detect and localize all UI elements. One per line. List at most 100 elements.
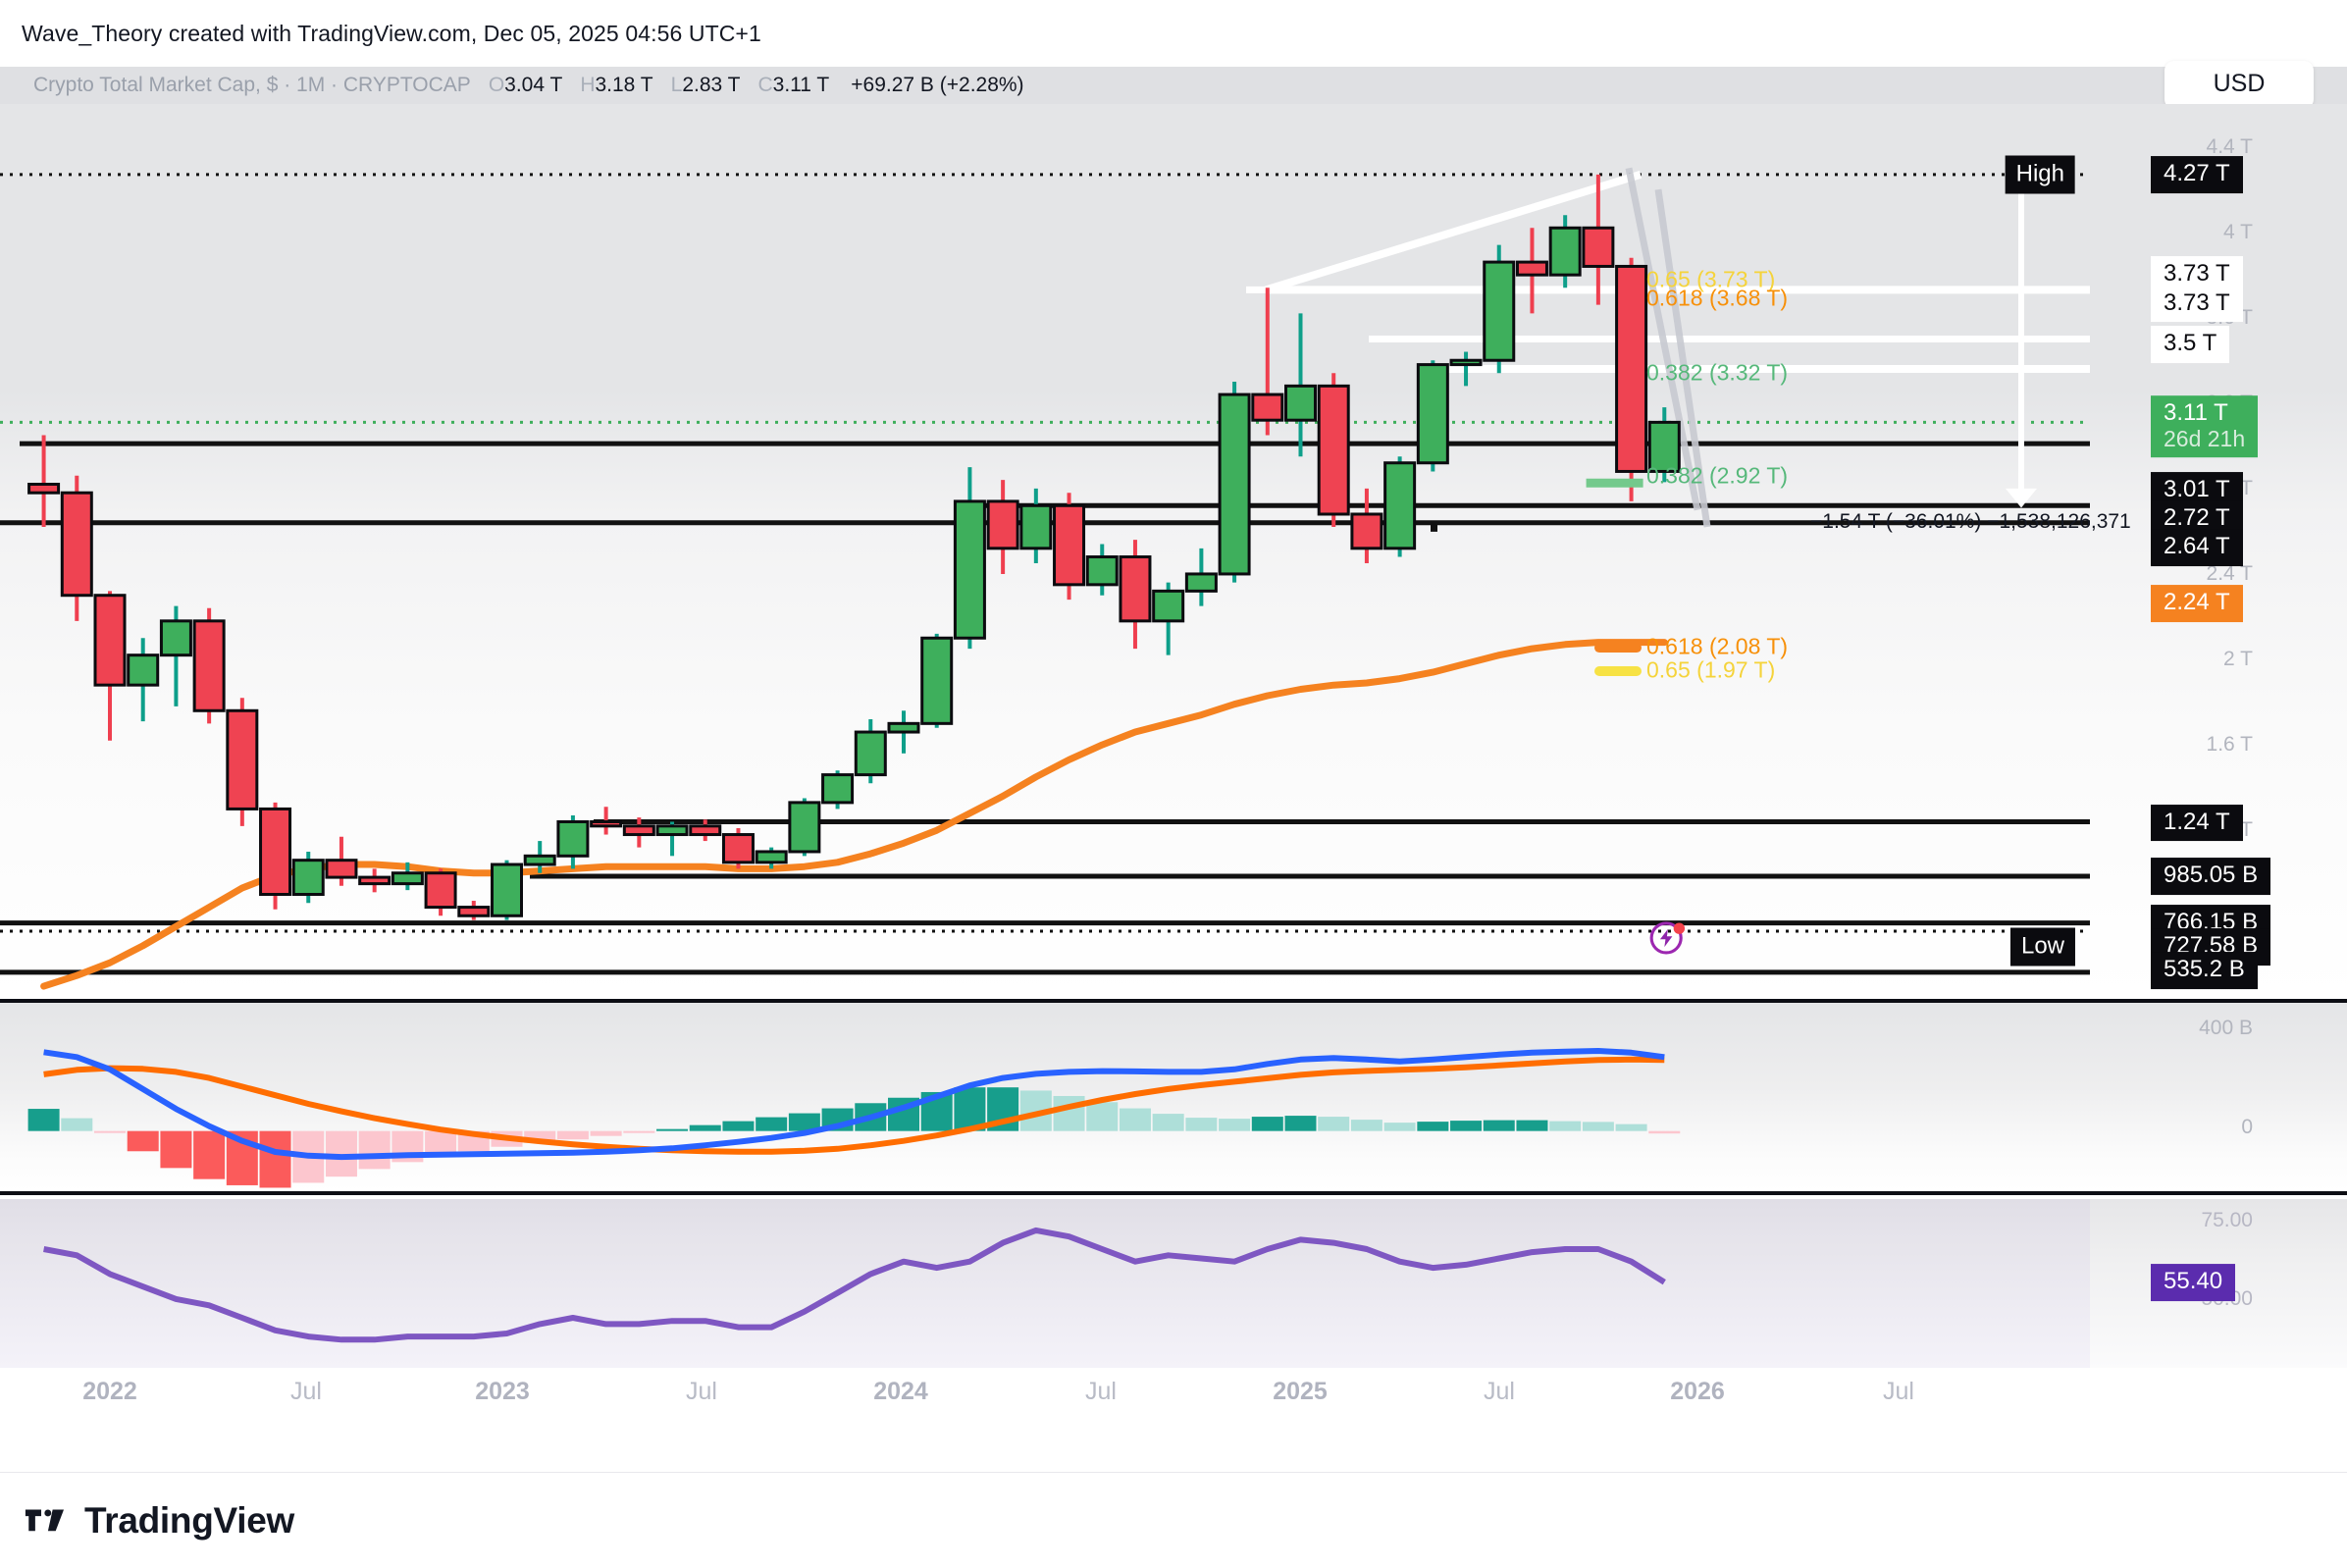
change-value: +69.27 B (+2.28%) <box>851 74 1024 96</box>
level-124[interactable]: 1.24 T <box>2151 804 2243 842</box>
level-264[interactable]: 2.64 T <box>2151 528 2243 566</box>
tradingview-logo-icon <box>25 1509 65 1532</box>
candle-body[interactable] <box>721 833 755 864</box>
candle-body[interactable] <box>1647 420 1681 473</box>
level-985-value: 985.05 B <box>2164 862 2259 889</box>
macd-histogram-bar <box>1516 1120 1548 1131</box>
candle-body[interactable] <box>1615 264 1648 473</box>
measure-label: −1.54 T (−36.01%) −1,538,126,371 <box>1810 509 2131 533</box>
candle-body[interactable] <box>1019 503 1053 550</box>
candle-body[interactable] <box>391 871 424 886</box>
symbol-label[interactable]: Crypto Total Market Cap, $ · 1M · CRYPTO… <box>33 74 471 96</box>
candle-body[interactable] <box>887 721 920 734</box>
candle-body[interactable] <box>755 850 788 864</box>
candle-body[interactable] <box>1483 260 1516 362</box>
candle-body[interactable] <box>689 824 722 837</box>
candle-body[interactable] <box>457 906 491 917</box>
level-985[interactable]: 985.05 B <box>2151 858 2271 895</box>
candle-body[interactable] <box>1515 260 1548 277</box>
fib-level-label: 0.65 (1.97 T) <box>1646 656 1776 683</box>
candle-body[interactable] <box>424 871 457 910</box>
rsi-pane[interactable] <box>0 1199 2347 1368</box>
candle-body[interactable] <box>1284 384 1317 422</box>
candle-body[interactable] <box>1317 384 1350 516</box>
macd-histogram-bar <box>1383 1123 1416 1131</box>
candle-body[interactable] <box>655 824 689 837</box>
tradingview-logo[interactable]: TradingView <box>24 1498 294 1543</box>
low-tag-side-label: Low <box>2009 927 2075 967</box>
price-pane[interactable] <box>0 104 2347 997</box>
candle-body[interactable] <box>1383 461 1417 550</box>
candle-body[interactable] <box>622 824 655 837</box>
candle-body[interactable] <box>60 491 93 598</box>
macd-histogram-bar <box>1417 1122 1449 1131</box>
candle-body[interactable] <box>259 807 292 897</box>
candle-body[interactable] <box>1119 555 1152 623</box>
candle-body[interactable] <box>1053 503 1086 587</box>
last-price[interactable]: 3.11 T 26d 21h <box>2151 394 2259 458</box>
candle-body[interactable] <box>590 819 623 828</box>
candle-body[interactable] <box>127 653 160 687</box>
trend-line[interactable] <box>1264 171 1643 294</box>
candle-body[interactable] <box>1582 226 1615 268</box>
price-axis-tick: 2.4 T <box>2206 561 2253 585</box>
chart-container[interactable]: 4.4 T4 T3.6 T3.2 T2.8 T2.4 T2 T1.6 T1.2 … <box>0 104 2347 1472</box>
candle-body[interactable] <box>1449 358 1483 367</box>
marker-bar <box>1586 478 1643 488</box>
rsi-line[interactable] <box>43 1227 1666 1343</box>
candle-body[interactable] <box>1350 512 1383 550</box>
macd-histogram-bar <box>689 1124 721 1131</box>
candle-body[interactable] <box>1152 589 1185 623</box>
macd-line[interactable] <box>43 1048 1665 1161</box>
projection-line[interactable] <box>1654 188 1711 528</box>
candle-body[interactable] <box>27 483 61 495</box>
macd-histogram-bar <box>756 1117 788 1131</box>
macd-histogram-bar <box>1152 1114 1184 1131</box>
level-373b[interactable]: 3.73 T <box>2151 285 2243 323</box>
projection-line[interactable] <box>1625 167 1701 511</box>
candle-body[interactable] <box>192 619 226 712</box>
rsi-plot[interactable] <box>0 1199 2347 1368</box>
macd-signal-line[interactable] <box>43 1056 1665 1155</box>
candle-body[interactable] <box>1085 555 1119 587</box>
time-axis-tick: 2022 <box>82 1378 137 1405</box>
candle-body[interactable] <box>1548 226 1582 277</box>
candle-body[interactable] <box>358 875 391 886</box>
candle-body[interactable] <box>1218 392 1251 576</box>
rsi-value[interactable]: 55.40 <box>2151 1263 2236 1301</box>
candle-body[interactable] <box>159 619 192 657</box>
macd-histogram-bar <box>1450 1121 1483 1131</box>
candle-body[interactable] <box>491 862 523 917</box>
candle-body[interactable] <box>325 859 358 879</box>
candle-body[interactable] <box>1416 363 1449 465</box>
level-35[interactable]: 3.5 T <box>2151 325 2230 363</box>
time-axis-tick: 2024 <box>873 1378 928 1405</box>
candle-body[interactable] <box>523 854 556 866</box>
candle-body[interactable] <box>920 636 954 725</box>
candle-body[interactable] <box>854 730 887 777</box>
candle-body[interactable] <box>226 708 259 810</box>
level-535[interactable]: 535.2 B <box>2151 951 2258 989</box>
candle-body[interactable] <box>291 859 325 897</box>
candle-body[interactable] <box>1184 572 1218 593</box>
macd-pane[interactable] <box>0 999 2347 1195</box>
candle-body[interactable] <box>93 594 127 687</box>
high-tag[interactable]: 4.27 T <box>2151 155 2243 193</box>
currency-selector[interactable]: USD <box>2164 61 2314 109</box>
candle-body[interactable] <box>986 499 1019 550</box>
alert-lightning-icon[interactable] <box>1646 915 1690 959</box>
level-373b-value: 3.73 T <box>2164 288 2230 316</box>
candle-body[interactable] <box>821 773 855 805</box>
level-224[interactable]: 2.24 T <box>2151 585 2243 623</box>
candle-body[interactable] <box>556 819 590 858</box>
macd-histogram-bar <box>656 1128 689 1131</box>
ohlc-low: L 2.83 T <box>671 74 741 97</box>
price-plot[interactable] <box>0 104 2347 997</box>
measure-arrowhead <box>2006 488 2037 508</box>
time-axis-tick: Jul <box>1085 1378 1117 1405</box>
header-bar: Wave_Theory created with TradingView.com… <box>0 0 2347 67</box>
candle-body[interactable] <box>953 499 986 640</box>
candle-body[interactable] <box>1251 392 1284 422</box>
macd-plot[interactable] <box>0 1003 2347 1195</box>
candle-body[interactable] <box>788 801 821 854</box>
